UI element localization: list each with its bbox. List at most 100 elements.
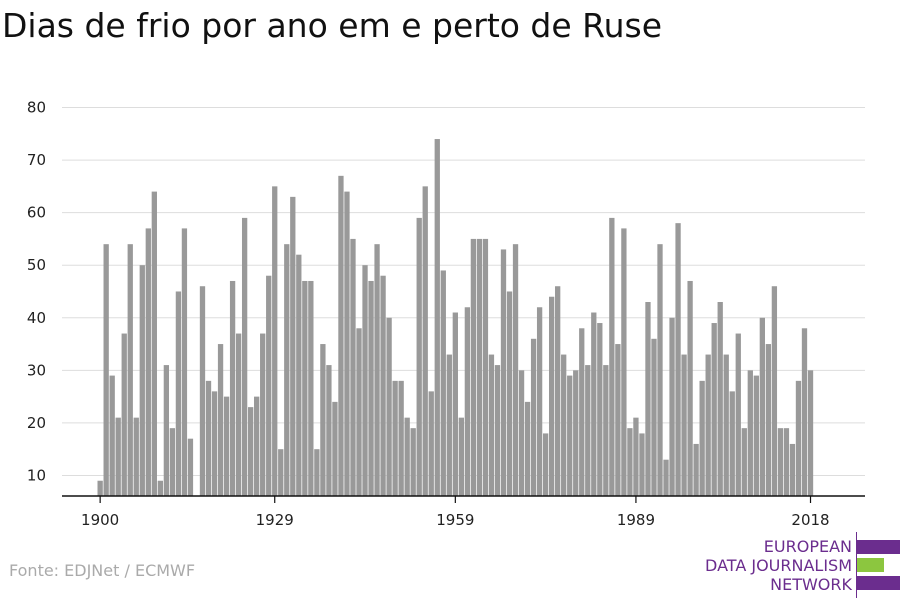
bar-1942 — [350, 238, 356, 496]
y-tick-label: 70 — [27, 151, 46, 169]
bar-1959 — [452, 312, 458, 496]
bar-1955 — [428, 391, 434, 496]
bar-1996 — [675, 223, 681, 496]
y-tick-label: 50 — [27, 256, 46, 274]
bar-1905 — [127, 244, 133, 496]
y-tick-label: 20 — [27, 414, 46, 432]
bar-1950 — [398, 380, 404, 496]
logo-text: EUROPEAN DATA JOURNALISM NETWORK — [705, 537, 852, 594]
bar-1995 — [669, 317, 675, 496]
bar-1990 — [639, 433, 645, 496]
bar-1901 — [103, 244, 109, 496]
bar-1939 — [332, 401, 338, 496]
bar-1924 — [241, 217, 248, 496]
bar-1976 — [555, 286, 561, 496]
logo-bar-top — [857, 540, 900, 554]
bar-1903 — [115, 417, 121, 496]
source-note: Fonte: EDJNet / ECMWF — [9, 561, 196, 580]
logo-line-2: DATA JOURNALISM — [705, 556, 852, 575]
x-tick-label: 1989 — [617, 511, 655, 529]
y-tick-label: 30 — [27, 361, 46, 379]
bar-2005 — [729, 391, 735, 496]
bar-2012 — [771, 286, 778, 496]
bar-1925 — [248, 407, 254, 496]
x-tick-label: 1959 — [436, 511, 474, 529]
bar-1969 — [512, 244, 519, 496]
bar-1904 — [121, 333, 127, 496]
bar-1979 — [573, 370, 579, 496]
bar-2009 — [753, 375, 759, 496]
bar-2016 — [795, 380, 802, 496]
bar-1908 — [145, 228, 151, 497]
bar-1970 — [518, 370, 525, 496]
y-tick-label: 40 — [27, 309, 46, 327]
bar-1936 — [314, 449, 320, 496]
bar-2006 — [735, 333, 741, 496]
bar-1915 — [187, 438, 194, 496]
bar-1967 — [500, 249, 507, 496]
bar-1965 — [488, 354, 495, 496]
bar-1999 — [693, 443, 699, 496]
bar-1923 — [235, 333, 242, 496]
bar-1994 — [663, 459, 669, 496]
bar-2010 — [759, 317, 765, 496]
bar-2003 — [717, 302, 723, 496]
bar-2007 — [741, 428, 747, 496]
x-tick-label: 1929 — [256, 511, 294, 529]
bar-1930 — [278, 449, 284, 496]
bar-1945 — [368, 280, 374, 496]
bar-1909 — [151, 191, 157, 497]
bar-1914 — [181, 228, 188, 497]
bar-2000 — [699, 380, 705, 496]
bar-1929 — [272, 186, 278, 496]
bar-1911 — [163, 365, 170, 496]
logo-divider — [856, 532, 857, 598]
bar-1956 — [434, 139, 440, 497]
bar-1941 — [344, 191, 350, 497]
chart-title: Dias de frio por ano em e perto de Ruse — [2, 6, 663, 45]
bar-1931 — [284, 244, 290, 496]
bar-1907 — [139, 265, 145, 496]
bar-1946 — [374, 244, 380, 496]
bar-1917 — [199, 286, 206, 496]
bar-1954 — [422, 186, 428, 496]
bar-1993 — [657, 244, 663, 496]
x-tick-label: 2018 — [791, 511, 829, 529]
bar-1919 — [211, 391, 218, 496]
bar-1981 — [585, 365, 591, 496]
bar-1958 — [446, 354, 452, 496]
bar-1962 — [470, 238, 477, 496]
bar-chart: 10 20 30 40 50 60 70 80 1900 1929 1959 1989 2018 — [27, 99, 865, 529]
bar-1900 — [97, 480, 103, 496]
logo-line-3: NETWORK — [770, 575, 852, 594]
bar-2015 — [789, 443, 796, 496]
bar-1972 — [530, 338, 537, 496]
bar-1949 — [392, 380, 398, 496]
bar-1944 — [362, 265, 368, 496]
bar-1982 — [591, 312, 597, 496]
bar-1984 — [603, 365, 609, 496]
bar-1932 — [290, 196, 296, 496]
bar-1948 — [386, 317, 392, 496]
bar-1980 — [579, 328, 585, 496]
bar-1987 — [621, 228, 627, 497]
bar-2014 — [783, 428, 790, 496]
bar-1978 — [567, 375, 573, 496]
bar-1933 — [296, 254, 302, 496]
bar-2017 — [801, 328, 808, 496]
bar-1951 — [404, 417, 410, 496]
bar-1922 — [229, 280, 236, 496]
bar-1952 — [410, 428, 416, 496]
bars — [97, 139, 814, 497]
bar-1927 — [260, 333, 266, 496]
bar-1991 — [645, 302, 651, 496]
bar-1974 — [542, 433, 549, 496]
bar-1938 — [326, 365, 332, 496]
bar-1986 — [615, 344, 621, 496]
y-axis-ticks: 10 20 30 40 50 60 70 80 — [27, 99, 46, 485]
bar-1910 — [157, 480, 163, 496]
bar-1943 — [356, 328, 362, 496]
bar-1966 — [494, 365, 501, 496]
bar-1998 — [687, 280, 693, 496]
bar-1964 — [482, 238, 489, 496]
